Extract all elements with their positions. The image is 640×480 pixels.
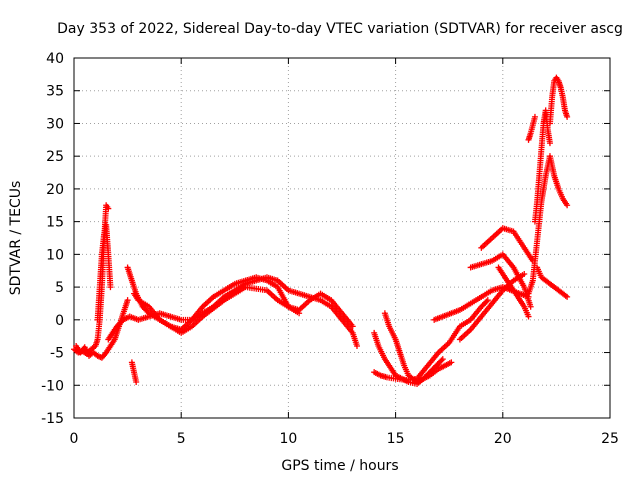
y-tick-labels: -15 -10 -5 0 5 10 15 20 25 30 35 40 [41,51,64,427]
data-point [484,297,491,304]
x-tick-label: 5 [177,431,186,447]
y-tick-label: -5 [50,346,64,362]
x-tick-label: 25 [601,431,619,447]
y-tick-label: 0 [55,313,64,329]
x-axis-label: GPS time / hours [281,458,398,474]
data-point [531,113,538,120]
data-point [521,271,528,277]
y-tick-label: 5 [55,280,64,296]
x-tick-label: 0 [70,431,79,447]
data-point [354,343,361,349]
y-tick-label: 25 [46,149,64,165]
y-tick-label: 40 [46,51,64,67]
plot-frame [73,57,611,419]
y-tick-label: -10 [41,378,64,394]
data-point [439,356,446,363]
data-point-interp [144,308,151,315]
x-tick-label: 15 [387,431,405,447]
y-tick-label: 10 [46,247,64,263]
data-point [546,140,553,147]
y-tick-label: 35 [46,84,64,100]
data-point [349,323,356,330]
y-tick-label: -15 [41,411,64,427]
data-point [296,310,303,317]
y-tick-label: 15 [46,215,64,231]
y-tick-label: 20 [46,182,64,198]
data-points [71,74,571,387]
data-point [564,293,571,300]
y-axis-label: SDTVAR / TECUs [8,181,24,296]
data-point [124,297,131,304]
x-tick-labels: 0 5 10 15 20 25 [70,431,619,447]
data-point-interp [438,357,445,364]
data-point [527,303,534,310]
data-point [107,284,114,291]
data-point-interp [483,298,490,305]
x-tick-label: 20 [494,431,512,447]
data-point [525,313,532,320]
chart-title: Day 353 of 2022, Sidereal Day-to-day VTE… [57,21,623,37]
y-tick-label: 30 [46,116,64,132]
data-point [564,202,571,209]
data-point [105,205,112,212]
x-tick-label: 10 [279,431,297,447]
data-point [133,379,140,385]
data-point [448,359,455,366]
data-point [564,113,571,120]
